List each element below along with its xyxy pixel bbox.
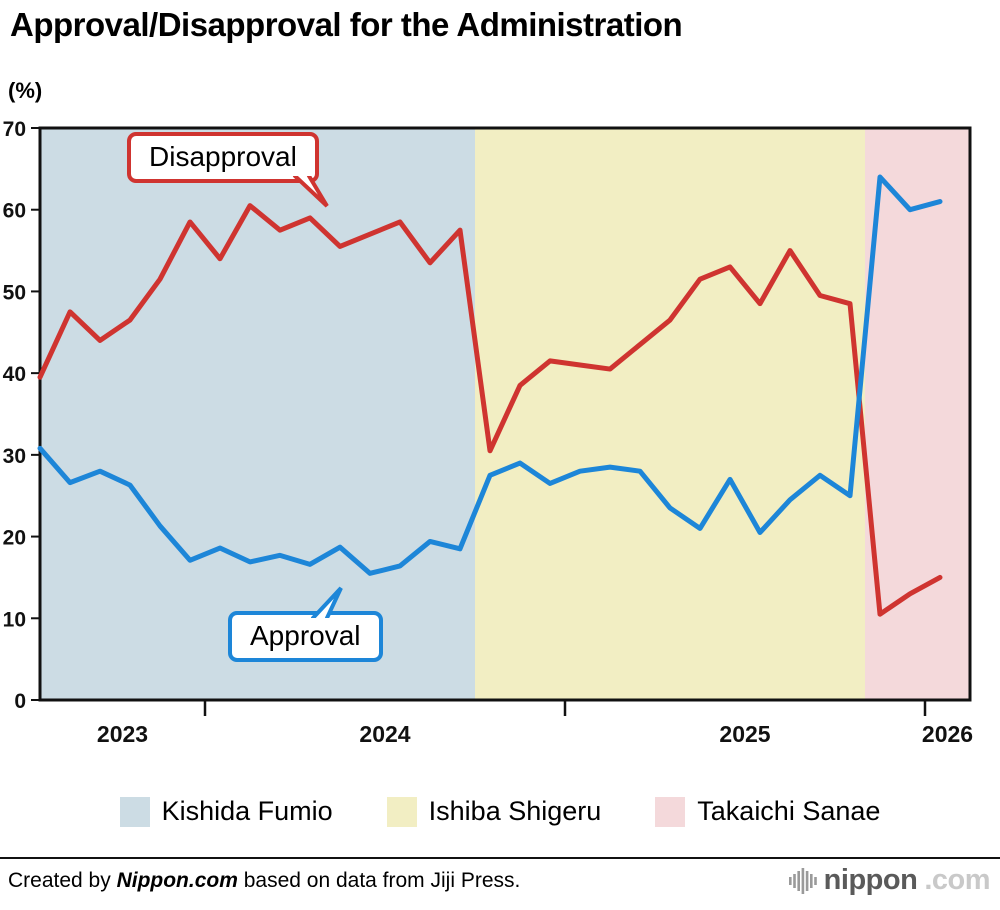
logo-text: nippon: [823, 864, 918, 896]
legend-item: Takaichi Sanae: [655, 796, 880, 827]
legend-label: Kishida Fumio: [161, 796, 333, 826]
legend-label: Ishiba Shigeru: [428, 796, 602, 826]
footer-divider: [0, 857, 1000, 859]
approval-chart: 0 10 20 30 40 50 60 70 2023 2024 2025 2026: [3, 118, 973, 747]
x-year-label: 2026: [922, 721, 973, 747]
page-title: Approval/Disapproval for the Administrat…: [10, 6, 683, 43]
credit-suffix: based on data from Jiji Press.: [237, 869, 521, 892]
disapproval-callout-tail: [293, 175, 329, 208]
approval-callout-label: Approval: [250, 620, 361, 651]
legend-label: Takaichi Sanae: [697, 796, 881, 826]
chart-lines: [37, 174, 943, 617]
y-tick-label: 30: [3, 445, 26, 468]
legend-item: Kishida Fumio: [119, 796, 333, 827]
y-tick-label: 10: [3, 608, 26, 631]
disapproval-line: [37, 203, 943, 617]
approval-callout-tail: [310, 586, 343, 618]
legend-swatch: [386, 796, 417, 827]
x-year-label: 2023: [97, 721, 148, 747]
disapproval-callout: Disapproval: [127, 132, 329, 208]
y-tick-label: 60: [3, 200, 26, 223]
credit-prefix: Created by: [8, 869, 117, 892]
disapproval-callout-label: Disapproval: [149, 141, 297, 172]
credit-source: Nippon.com: [116, 869, 238, 892]
legend: Kishida Fumio Ishiba Shigeru Takaichi Sana…: [0, 796, 1000, 827]
chart-axes: 0 10 20 30 40 50 60 70 2023 2024 2025 2026: [3, 118, 973, 747]
credit-line: Created by Nippon.com based on data from…: [8, 869, 520, 893]
y-tick-label: 20: [3, 527, 26, 550]
x-year-label: 2025: [719, 721, 770, 747]
x-year-label: 2024: [359, 721, 410, 747]
y-tick-label: 50: [3, 281, 26, 304]
era-region: [865, 128, 970, 700]
legend-swatch: [655, 796, 686, 827]
approval-callout: Approval: [228, 586, 383, 662]
y-tick-label: 0: [14, 690, 26, 713]
era-region: [475, 128, 865, 700]
y-tick-label: 70: [3, 118, 26, 141]
y-tick-label: 40: [3, 363, 26, 386]
legend-item: Ishiba Shigeru: [386, 796, 602, 827]
nippon-logo-bars-icon: [788, 867, 817, 894]
legend-swatch: [119, 796, 150, 827]
y-axis-unit-label: (%): [8, 78, 43, 103]
logo-suffix: .com: [924, 864, 990, 896]
nippon-logo: nippon .com: [788, 864, 990, 897]
approval-line: [37, 174, 943, 576]
plot-frame: [38, 126, 972, 702]
